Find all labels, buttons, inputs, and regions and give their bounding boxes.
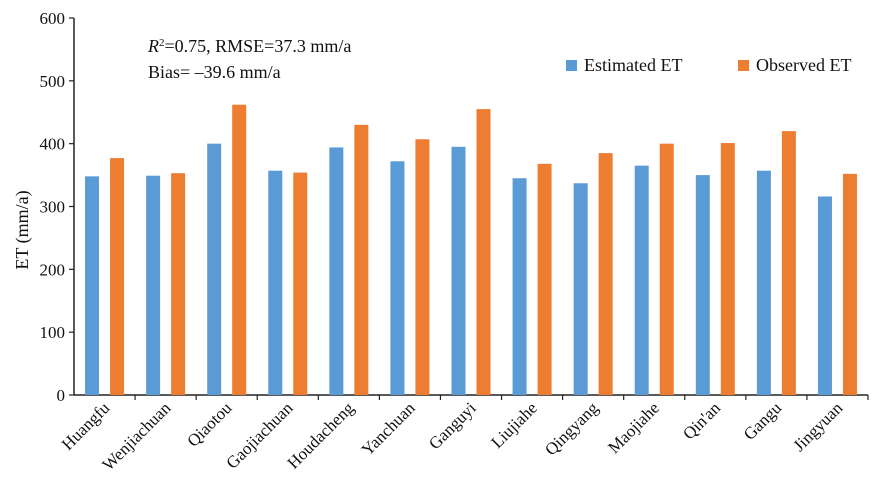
y-tick-label: 0	[57, 386, 66, 405]
stats-line-1: R2=0.75, RMSE=37.3 mm/a	[147, 36, 351, 56]
x-tick-label: Qingyang	[541, 398, 602, 459]
bar-estimated-gangu	[756, 170, 771, 395]
x-tick-label: Liujiahe	[487, 398, 540, 451]
bar-estimated-qin-an	[695, 175, 710, 395]
bar-estimated-maojiahe	[634, 165, 649, 395]
stats-annotation: R2=0.75, RMSE=37.3 mm/a Bias= –39.6 mm/a	[147, 36, 351, 82]
bar-observed-gangu	[781, 131, 796, 395]
bar-observed-wenjiachuan	[171, 173, 186, 395]
bar-observed-liujiahe	[537, 163, 552, 395]
y-ticks: 0 100 200 300 400 500 600	[40, 9, 74, 405]
x-tick-label: Houdacheng	[283, 398, 358, 473]
legend-swatch-observed	[738, 60, 749, 71]
bar-observed-jingyuan	[842, 173, 857, 395]
bar-estimated-yanchuan	[390, 161, 405, 395]
stats-line-2: Bias= –39.6 mm/a	[148, 62, 281, 82]
x-tick-label: Qin'an	[679, 398, 724, 443]
x-tick-label: Yanchuan	[358, 398, 419, 459]
x-tick-label: Maojiahe	[604, 398, 663, 457]
y-axis-label: ET (mm/a)	[12, 190, 33, 269]
bar-observed-qin-an	[720, 143, 735, 395]
r2-symbol: R	[147, 36, 159, 56]
bar-estimated-qiaotou	[207, 143, 222, 395]
legend: Estimated ET Observed ET	[566, 55, 851, 75]
bar-estimated-huangfu	[85, 176, 100, 395]
x-tick-label: Ganguyi	[425, 398, 480, 453]
bar-observed-houdacheng	[354, 124, 369, 396]
y-tick-label: 400	[40, 135, 66, 154]
bars	[85, 104, 857, 396]
bar-observed-yanchuan	[415, 139, 430, 395]
bar-observed-ganguyi	[476, 109, 491, 395]
bar-observed-qiaotou	[232, 104, 247, 396]
r2-superscript: 2	[159, 37, 165, 49]
x-tick-label: Qiaotou	[183, 398, 236, 451]
bar-estimated-gaojiachuan	[268, 170, 283, 395]
bar-estimated-ganguyi	[451, 146, 466, 395]
bar-estimated-qingyang	[573, 183, 588, 395]
stats-line-1-rest: =0.75, RMSE=37.3 mm/a	[165, 36, 352, 56]
bar-observed-huangfu	[110, 158, 125, 395]
y-tick-label: 200	[40, 260, 66, 279]
x-tick-label: Jingyuan	[789, 398, 846, 455]
bar-estimated-liujiahe	[512, 178, 527, 395]
bar-observed-maojiahe	[659, 143, 674, 395]
y-tick-label: 600	[40, 9, 66, 28]
bar-observed-gaojiachuan	[293, 172, 308, 395]
y-tick-label: 500	[40, 72, 66, 91]
legend-swatch-estimated	[566, 60, 577, 71]
bar-estimated-houdacheng	[329, 147, 344, 395]
y-tick-label: 100	[40, 323, 66, 342]
bar-estimated-jingyuan	[817, 196, 832, 395]
x-tick-label: Huangfu	[58, 398, 114, 454]
bar-observed-qingyang	[598, 153, 613, 395]
y-tick-label: 300	[40, 198, 66, 217]
bar-estimated-wenjiachuan	[146, 175, 161, 395]
legend-label-observed: Observed ET	[756, 55, 851, 75]
x-tick-label: Gangu	[740, 398, 786, 444]
legend-label-estimated: Estimated ET	[584, 55, 682, 75]
